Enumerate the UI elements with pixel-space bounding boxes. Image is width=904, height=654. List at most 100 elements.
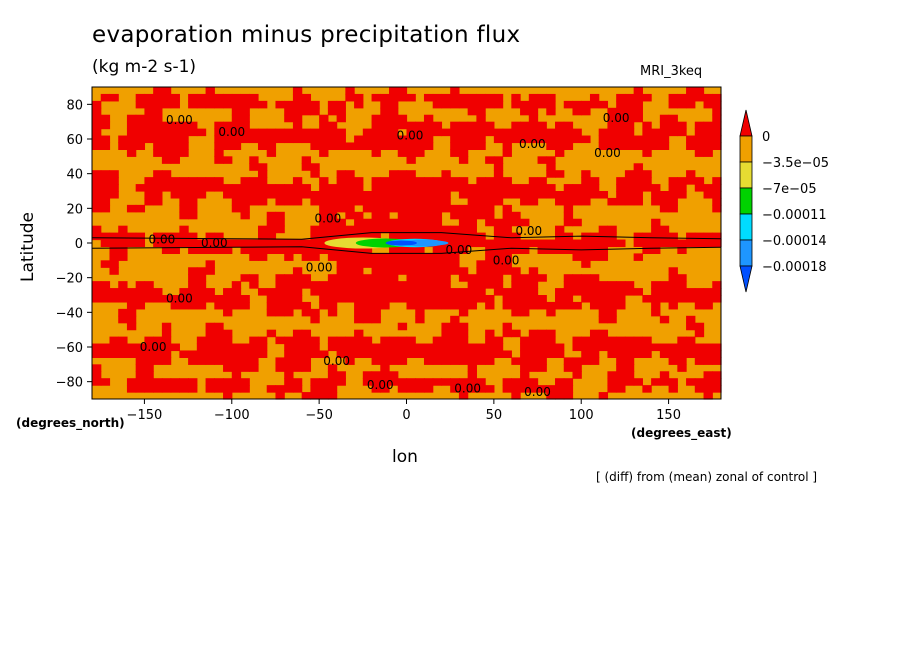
field-cell	[528, 239, 539, 248]
field-cell	[458, 142, 469, 150]
field-cell	[301, 156, 312, 164]
field-cell	[659, 114, 670, 123]
field-cell	[362, 336, 373, 345]
field-cell	[371, 274, 381, 282]
field-cell	[153, 114, 163, 123]
field-cell	[677, 191, 687, 199]
field-cell	[257, 135, 268, 144]
field-cell	[380, 191, 390, 199]
field-cell	[144, 197, 154, 206]
field-cell	[633, 336, 643, 345]
field-cell	[327, 100, 338, 109]
field-cell	[231, 239, 242, 248]
field-cell	[153, 107, 163, 116]
field-cell	[109, 253, 119, 261]
field-cell	[476, 142, 486, 150]
field-cell	[458, 336, 469, 345]
field-cell	[336, 197, 346, 206]
field-cell	[624, 191, 635, 199]
field-cell	[389, 114, 399, 123]
field-cell	[327, 371, 338, 379]
field-cell	[493, 177, 504, 185]
field-cell	[266, 232, 277, 241]
field-cell	[345, 274, 355, 282]
field-cell	[362, 260, 373, 268]
field-cell	[92, 225, 102, 234]
field-cell	[205, 184, 215, 192]
field-cell	[406, 385, 416, 393]
field-cell	[397, 135, 408, 144]
field-cell	[493, 197, 504, 206]
field-cell	[205, 378, 215, 386]
field-cell	[205, 357, 215, 365]
field-cell	[651, 184, 661, 192]
field-cell	[485, 100, 495, 109]
field-cell	[257, 239, 268, 248]
field-cell	[633, 163, 643, 171]
field-cell	[659, 281, 670, 289]
field-cell	[92, 343, 102, 352]
field-cell	[476, 350, 486, 358]
y-axis-unit: (degrees_north)	[16, 416, 125, 430]
field-cell	[135, 232, 146, 241]
field-cell	[589, 288, 600, 296]
field-cell	[301, 239, 312, 248]
field-cell	[92, 295, 102, 303]
field-cell	[118, 225, 128, 234]
field-cell	[537, 274, 547, 282]
field-cell	[712, 114, 722, 123]
field-cell	[485, 197, 495, 206]
field-cell	[310, 392, 320, 400]
field-cell	[310, 100, 320, 109]
field-cell	[528, 295, 539, 303]
field-cell	[380, 135, 390, 144]
field-cell	[651, 343, 661, 352]
contour-label: 0.00	[515, 224, 542, 238]
field-cell	[109, 191, 119, 199]
field-cell	[589, 295, 600, 303]
field-cell	[563, 378, 574, 386]
contour-label: 0.00	[218, 125, 245, 139]
y-tick-label: −60	[56, 341, 83, 356]
contour-label: 0.00	[315, 212, 342, 226]
field-cell	[362, 343, 373, 352]
field-cell	[406, 260, 416, 268]
field-cell	[415, 281, 425, 289]
field-cell	[476, 204, 486, 213]
field-cell	[624, 281, 635, 289]
field-cell	[144, 100, 154, 109]
field-cell	[458, 225, 469, 234]
field-cell	[572, 274, 582, 282]
field-cell	[153, 350, 163, 358]
field-cell	[432, 260, 443, 268]
field-cell	[231, 357, 242, 365]
field-cell	[450, 378, 460, 386]
field-cell	[677, 184, 687, 192]
field-cell	[292, 184, 303, 192]
field-cell	[415, 211, 425, 220]
field-cell	[432, 378, 443, 386]
field-cell	[450, 135, 460, 144]
field-cell	[161, 100, 172, 109]
field-cell	[589, 93, 600, 102]
field-cell	[624, 100, 635, 109]
field-cell	[406, 191, 416, 199]
field-cell	[668, 121, 678, 130]
field-cell	[458, 211, 469, 220]
field-cell	[659, 315, 670, 324]
field-cell	[179, 191, 189, 199]
field-cell	[371, 281, 381, 289]
field-cell	[528, 135, 539, 144]
field-cell	[659, 295, 670, 303]
field-cell	[441, 357, 451, 365]
field-cell	[170, 156, 180, 164]
field-cell	[231, 142, 242, 150]
field-cell	[223, 239, 233, 248]
field-cell	[371, 197, 381, 206]
field-cell	[205, 232, 215, 241]
field-cell	[467, 197, 477, 206]
field-cell	[432, 204, 443, 213]
field-cell	[458, 100, 469, 109]
field-cell	[231, 281, 242, 289]
field-cell	[257, 177, 268, 185]
